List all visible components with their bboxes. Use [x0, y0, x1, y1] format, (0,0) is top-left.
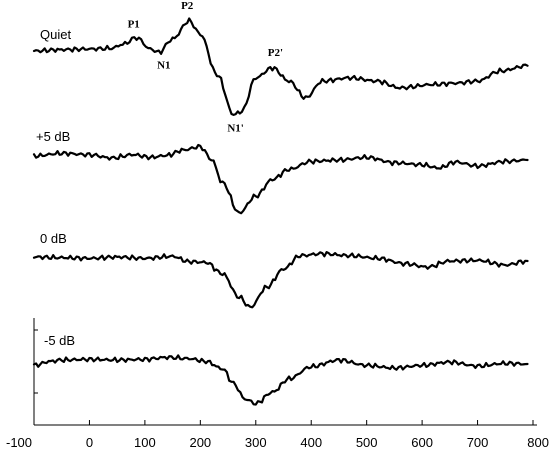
- condition-label-minus-5-db: -5 dB: [44, 333, 75, 348]
- trace-quiet: [32, 17, 529, 116]
- waveform-traces: [32, 17, 529, 406]
- condition-label-quiet: Quiet: [40, 27, 71, 42]
- peak-label-p2: P2: [181, 0, 194, 12]
- x-tick-label: 0: [86, 435, 93, 450]
- peak-label-p2: P2': [268, 47, 283, 59]
- peak-label-n1: N1: [157, 59, 170, 71]
- peak-label-n1: N1': [227, 123, 244, 135]
- x-tick-label: 200: [189, 435, 211, 450]
- x-tick-label: 300: [245, 435, 267, 450]
- condition-labels: Quiet +5 dB 0 dB -5 dB: [36, 27, 75, 348]
- x-tick-label: -100: [6, 435, 32, 450]
- trace-0-db: [32, 251, 529, 309]
- x-tick-label: 700: [467, 435, 489, 450]
- x-tick-label: 800: [527, 435, 549, 450]
- axes: -100 0 100 200 300 400 500 600 700 800: [6, 318, 549, 450]
- x-tick-label: 600: [411, 435, 433, 450]
- peak-label-p1: P1: [128, 19, 140, 31]
- peak-labels: P1 N1 P2 N1' P2': [128, 0, 283, 135]
- trace-minus-5-db: [32, 354, 529, 406]
- x-tick-label: 500: [356, 435, 378, 450]
- x-tick-label: 100: [134, 435, 156, 450]
- x-tick-label: 400: [300, 435, 322, 450]
- condition-label-0-db: 0 dB: [40, 231, 67, 246]
- trace-plus5-db: [32, 143, 529, 215]
- condition-label-plus5-db: +5 dB: [36, 129, 70, 144]
